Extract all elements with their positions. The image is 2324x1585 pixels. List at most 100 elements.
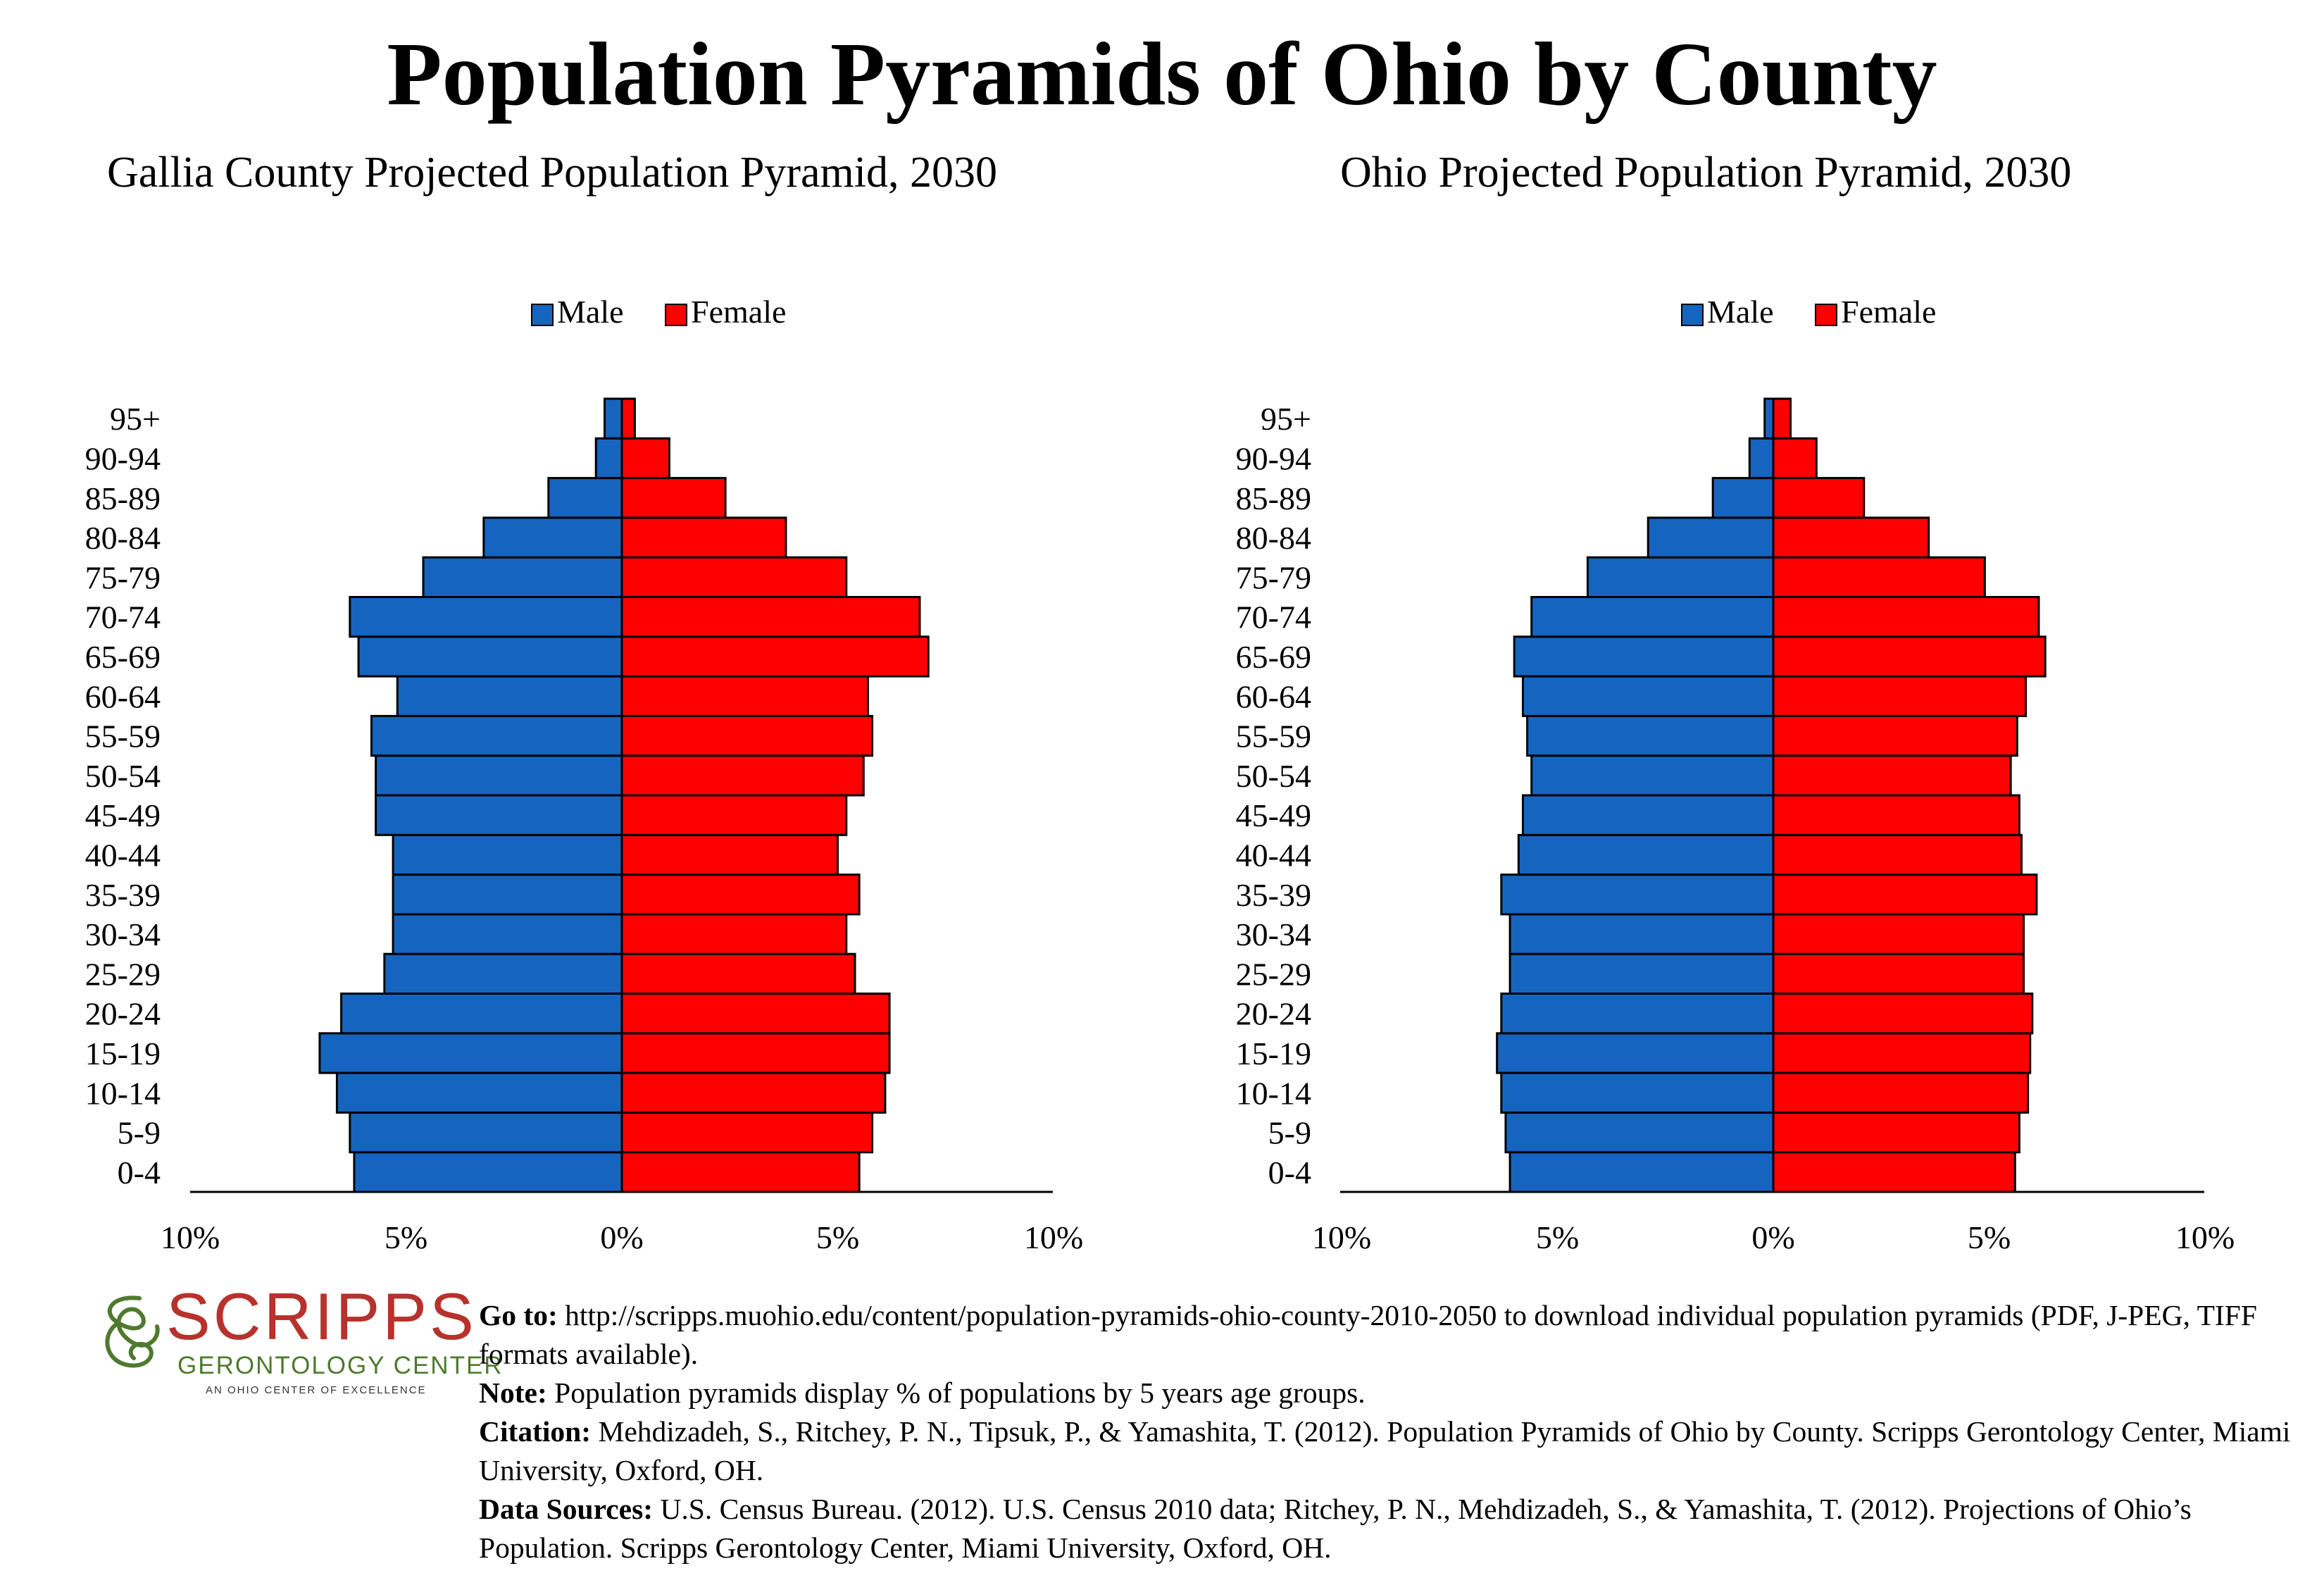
ohio-bar-female-55-59 — [1772, 714, 2018, 757]
ohio-bar-male-25-29 — [1508, 952, 1775, 995]
gallia-age-label: 40-44 — [85, 837, 161, 873]
gallia-bar-female-85-89 — [620, 477, 727, 519]
gallia-bar-male-55-59 — [370, 714, 623, 757]
ohio-bar-female-70-74 — [1772, 596, 2040, 638]
gallia-legend-female-label: Female — [691, 294, 786, 330]
sources-label: Data Sources: — [479, 1493, 654, 1525]
ohio-bar-male-45-49 — [1521, 794, 1775, 836]
ohio-bar-female-20-24 — [1772, 993, 2034, 1035]
ohio-bar-male-85-89 — [1711, 477, 1775, 519]
gallia-bar-female-0-4 — [620, 1151, 861, 1193]
note-line: Note: Population pyramids display % of p… — [479, 1374, 2310, 1412]
ohio-bar-female-75-79 — [1772, 556, 1986, 599]
logo-tagline: AN OHIO CENTER OF EXCELLENCE — [206, 1384, 427, 1396]
ohio-bar-female-60-64 — [1772, 675, 2028, 717]
gallia-bar-female-45-49 — [620, 794, 848, 836]
ohio-bar-male-90-94 — [1748, 437, 1775, 480]
gallia-age-label: 10-14 — [85, 1075, 161, 1111]
gallia-age-label: 30-34 — [85, 916, 161, 952]
gallia-bar-male-65-69 — [357, 635, 623, 678]
ohio-bar-male-20-24 — [1500, 993, 1775, 1035]
gallia-bar-female-5-9 — [620, 1111, 874, 1154]
logo-subtitle: GERONTOLOGY CENTER — [177, 1352, 504, 1379]
gallia-bar-male-45-49 — [375, 794, 623, 836]
ohio-age-label: 95+ — [1261, 401, 1311, 437]
gallia-bar-male-5-9 — [349, 1111, 623, 1154]
gallia-bar-male-50-54 — [375, 754, 623, 797]
scripps-logo: SCRIPPS GERONTOLOGY CENTER AN OHIO CENTE… — [90, 1279, 502, 1407]
ohio-legend-male-swatch — [1681, 304, 1704, 326]
ohio-bar-male-60-64 — [1521, 675, 1775, 717]
ohio-bar-female-45-49 — [1772, 794, 2020, 836]
ohio-age-label: 30-34 — [1236, 916, 1311, 952]
ohio-legend-male-label: Male — [1707, 294, 1774, 330]
ohio-bar-female-65-69 — [1772, 635, 2047, 678]
gallia-bar-male-90-94 — [594, 437, 623, 480]
logo-name: SCRIPPS — [166, 1279, 477, 1353]
goto-label: Go to: — [479, 1299, 558, 1331]
ohio-legend-female-swatch — [1815, 304, 1837, 326]
gallia-age-label: 95+ — [110, 401, 161, 437]
ohio-bar-female-15-19 — [1772, 1032, 2032, 1074]
ohio-bar-female-25-29 — [1772, 952, 2025, 995]
ohio-bar-female-80-84 — [1772, 516, 1930, 559]
citation-line: Citation: Mehdizadeh, S., Ritchey, P. N.… — [479, 1412, 2310, 1490]
gallia-x-tick-label: 10% — [161, 1219, 220, 1255]
note-label: Note: — [479, 1376, 547, 1409]
citation-text: Mehdizadeh, S., Ritchey, P. N., Tipsuk, … — [479, 1415, 2291, 1486]
gallia-age-label: 0-4 — [118, 1155, 161, 1191]
gallia-age-label: 55-59 — [85, 719, 161, 754]
ohio-age-label: 75-79 — [1236, 559, 1311, 595]
ohio-bar-female-90-94 — [1772, 437, 1818, 480]
ohio-age-label: 40-44 — [1236, 837, 1311, 873]
gallia-bar-female-30-34 — [620, 913, 848, 955]
gallia-legend-male-label: Male — [557, 294, 624, 330]
gallia-bar-female-90-94 — [620, 437, 670, 480]
gallia-bar-male-20-24 — [340, 993, 623, 1035]
ohio-age-label: 15-19 — [1236, 1036, 1311, 1071]
ohio-bar-female-50-54 — [1772, 754, 2012, 797]
page-title: Population Pyramids of Ohio by County — [387, 24, 1937, 124]
gallia-bar-female-80-84 — [620, 516, 787, 559]
gallia-bar-male-0-4 — [353, 1151, 623, 1193]
gallia-bar-female-70-74 — [620, 596, 921, 638]
gallia-bar-male-60-64 — [396, 675, 623, 717]
gallia-bar-female-15-19 — [620, 1032, 891, 1074]
ohio-bar-female-40-44 — [1772, 833, 2023, 876]
gallia-bar-female-75-79 — [620, 556, 848, 599]
goto-text: http://scripps.muohio.edu/content/popula… — [479, 1299, 2257, 1370]
chart-title-gallia: Gallia County Projected Population Pyram… — [107, 149, 997, 197]
ohio-age-label: 25-29 — [1236, 956, 1311, 992]
ohio-age-label: 50-54 — [1236, 758, 1311, 794]
gallia-bar-male-15-19 — [318, 1032, 623, 1074]
ohio-bar-female-5-9 — [1772, 1111, 2020, 1154]
gallia-bar-female-50-54 — [620, 754, 865, 797]
ohio-x-tick-label: 10% — [1312, 1219, 1371, 1255]
ohio-x-tick-label: 5% — [1536, 1219, 1579, 1255]
gallia-bar-male-35-39 — [392, 874, 623, 916]
ohio-age-label: 70-74 — [1236, 599, 1311, 635]
gallia-bar-male-40-44 — [392, 833, 623, 876]
ohio-bar-male-15-19 — [1496, 1032, 1775, 1074]
ohio-x-tick-label: 0% — [1751, 1219, 1794, 1255]
ohio-bar-male-35-39 — [1500, 874, 1775, 916]
sources-line: Data Sources: U.S. Census Bureau. (2012)… — [479, 1490, 2310, 1567]
note-text: Population pyramids display % of populat… — [546, 1376, 1366, 1409]
gallia-bar-female-55-59 — [620, 714, 874, 757]
gallia-x-tick-label: 0% — [600, 1219, 643, 1255]
ohio-age-label: 85-89 — [1236, 480, 1311, 516]
ohio-bar-male-70-74 — [1530, 596, 1775, 638]
ohio-bar-male-50-54 — [1530, 754, 1775, 797]
gallia-bar-male-85-89 — [547, 477, 623, 519]
ohio-age-label: 5-9 — [1268, 1115, 1311, 1151]
ohio-bar-male-55-59 — [1526, 714, 1775, 757]
ohio-bar-male-5-9 — [1504, 1111, 1775, 1154]
ohio-age-label: 20-24 — [1236, 996, 1311, 1032]
gallia-age-label: 25-29 — [85, 956, 161, 992]
footnotes: Go to: http://scripps.muohio.edu/content… — [479, 1296, 2310, 1567]
gallia-bar-female-65-69 — [620, 635, 930, 678]
gallia-age-label: 5-9 — [118, 1115, 161, 1151]
gallia-age-label: 65-69 — [85, 639, 161, 675]
ohio-bar-male-30-34 — [1508, 913, 1775, 955]
gallia-x-tick-label: 5% — [816, 1219, 859, 1255]
